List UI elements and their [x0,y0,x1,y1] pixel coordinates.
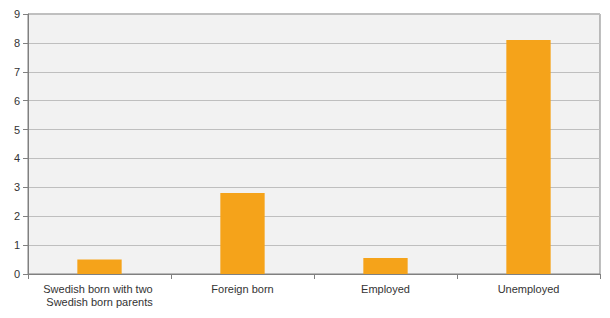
svg-text:4: 4 [14,152,20,164]
svg-text:9: 9 [14,8,20,20]
svg-text:Swedish born parents: Swedish born parents [46,296,153,308]
svg-text:1: 1 [14,239,20,251]
svg-text:0: 0 [14,268,20,280]
svg-text:Unemployed: Unemployed [498,283,560,295]
svg-text:7: 7 [14,66,20,78]
svg-text:3: 3 [14,181,20,193]
svg-text:2: 2 [14,210,20,222]
svg-text:Employed: Employed [361,283,410,295]
svg-text:Swedish born with two: Swedish born with two [43,283,156,295]
svg-text:5: 5 [14,124,20,136]
svg-text:Foreign born: Foreign born [211,283,273,295]
svg-text:8: 8 [14,37,20,49]
svg-text:6: 6 [14,95,20,107]
